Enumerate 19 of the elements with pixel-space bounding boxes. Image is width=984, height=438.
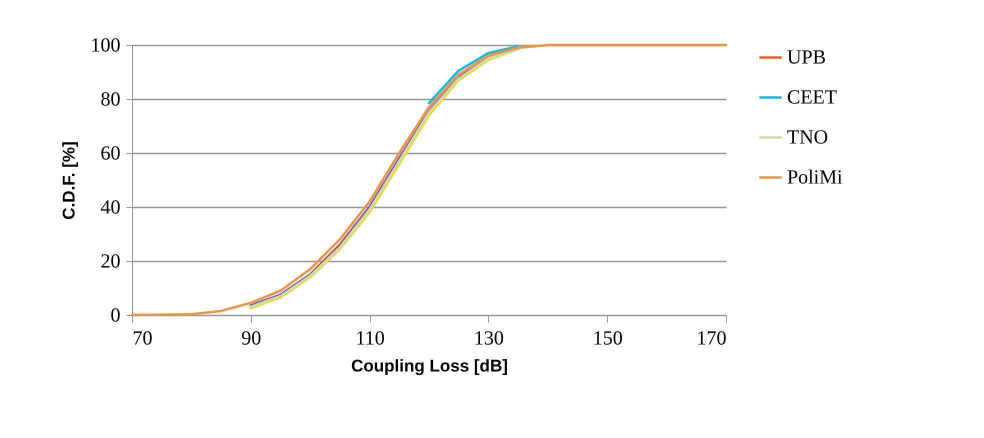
legend-label: CEET — [787, 86, 837, 108]
y-tick-label: 0 — [110, 304, 120, 326]
legend-label: UPB — [787, 46, 826, 68]
legend-label: PoliMi — [787, 166, 844, 188]
x-axis-title: Coupling Loss [dB] — [351, 356, 508, 376]
x-tick-label: 70 — [132, 328, 152, 350]
y-tick-label: 100 — [90, 34, 120, 56]
x-tick-label: 110 — [355, 328, 385, 350]
y-tick-label: 40 — [100, 196, 120, 218]
y-tick-label: 60 — [100, 142, 120, 164]
legend-label: TNO — [787, 126, 828, 148]
y-tick-label: 80 — [100, 88, 120, 110]
y-tick-label: 20 — [100, 250, 120, 272]
x-tick-label: 130 — [474, 328, 504, 350]
x-tick-label: 150 — [592, 328, 623, 350]
line-series — [428, 45, 520, 104]
x-tick-label: 90 — [241, 328, 262, 350]
x-tick-label: 170 — [696, 328, 726, 350]
y-axis-title: C.D.F. [%] — [60, 141, 78, 220]
